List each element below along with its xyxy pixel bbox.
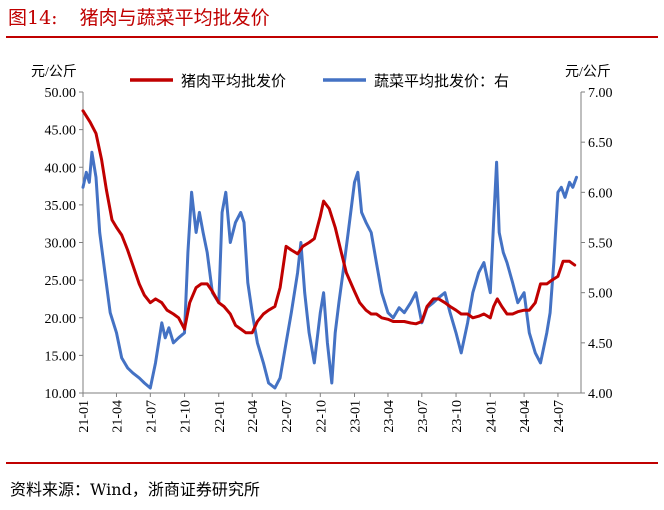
price-chart: 10.00 15.00 20.00 25.00 30.00 35.00 40.00 45.00… bbox=[31, 64, 613, 433]
chart-axes: 10.00 15.00 20.00 25.00 30.00 35.00 40.00 45.00… bbox=[45, 86, 613, 433]
y-left-tick-label: 35.00 bbox=[45, 199, 77, 214]
figure-title-text: 猪肉与蔬菜平均批发价 bbox=[79, 7, 270, 29]
figure-label: 图14: bbox=[8, 7, 58, 29]
y-right-tick-label: 5.00 bbox=[588, 287, 613, 302]
figure-title: 图14: 猪肉与蔬菜平均批发价 bbox=[8, 3, 270, 30]
y-right-tick-label: 6.00 bbox=[588, 186, 613, 201]
y-left-tick-label: 10.00 bbox=[45, 387, 77, 402]
x-tick-label: 23-07 bbox=[416, 400, 431, 433]
y-left-tick-label: 50.00 bbox=[45, 86, 77, 101]
y-left-tick-label: 15.00 bbox=[45, 349, 77, 364]
y-right-tick-label: 6.50 bbox=[588, 136, 613, 151]
x-tick-label: 22-10 bbox=[314, 400, 329, 433]
x-tick-label: 21-04 bbox=[110, 400, 125, 433]
y-axis-left-label: 元/公斤 bbox=[31, 64, 77, 80]
y-right-tick-label: 4.50 bbox=[588, 337, 613, 352]
y-left-tick-label: 40.00 bbox=[45, 161, 77, 176]
pork-price-line bbox=[81, 109, 577, 335]
y-right-tick-label: 4.00 bbox=[588, 387, 613, 402]
x-tick-label: 21-01 bbox=[77, 400, 92, 433]
x-tick-label: 24-07 bbox=[552, 400, 567, 433]
source-rule bbox=[6, 462, 658, 464]
x-tick-label: 21-10 bbox=[179, 400, 194, 433]
series-layer bbox=[81, 109, 578, 390]
chart-legend: 猪肉平均批发价 蔬菜平均批发价：右 bbox=[130, 73, 509, 90]
legend-pork-label: 猪肉平均批发价 bbox=[181, 73, 286, 90]
y-axis-right-label: 元/公斤 bbox=[565, 64, 611, 80]
x-tick-label: 22-04 bbox=[246, 400, 261, 433]
title-rule bbox=[6, 36, 658, 38]
source-note: 资料来源：Wind，浙商证券研究所 bbox=[10, 480, 260, 499]
x-tick-label: 23-01 bbox=[349, 400, 364, 433]
y-right-tick-label: 5.50 bbox=[588, 237, 613, 252]
y-left-tick-label: 25.00 bbox=[45, 274, 77, 289]
vegetable-price-line bbox=[81, 150, 578, 390]
y-left-tick-label: 45.00 bbox=[45, 124, 77, 139]
y-left-tick-label: 30.00 bbox=[45, 237, 77, 252]
x-tick-label: 23-10 bbox=[450, 400, 465, 433]
x-tick-label: 23-04 bbox=[382, 400, 397, 433]
x-tick-label: 24-01 bbox=[484, 400, 499, 433]
legend-vegetable-label: 蔬菜平均批发价：右 bbox=[374, 73, 509, 90]
x-tick-label: 21-07 bbox=[144, 400, 159, 433]
x-tick-label: 24-04 bbox=[518, 400, 533, 433]
x-tick-label: 22-07 bbox=[280, 400, 295, 433]
y-left-tick-label: 20.00 bbox=[45, 312, 77, 327]
y-right-tick-label: 7.00 bbox=[588, 86, 613, 101]
x-tick-label: 22-01 bbox=[213, 400, 228, 433]
